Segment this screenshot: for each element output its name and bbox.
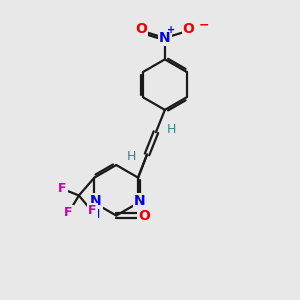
Text: H: H xyxy=(167,123,176,136)
Text: F: F xyxy=(58,182,67,195)
Text: N: N xyxy=(134,194,146,208)
Text: O: O xyxy=(135,22,147,36)
Text: H: H xyxy=(91,208,101,221)
Text: O: O xyxy=(183,22,195,36)
Text: N: N xyxy=(159,31,171,45)
Text: F: F xyxy=(88,204,97,217)
Text: H: H xyxy=(127,150,136,163)
Text: F: F xyxy=(64,206,73,219)
Text: +: + xyxy=(167,25,175,34)
Text: N: N xyxy=(90,194,102,208)
Text: O: O xyxy=(138,208,150,223)
Text: −: − xyxy=(198,18,209,32)
